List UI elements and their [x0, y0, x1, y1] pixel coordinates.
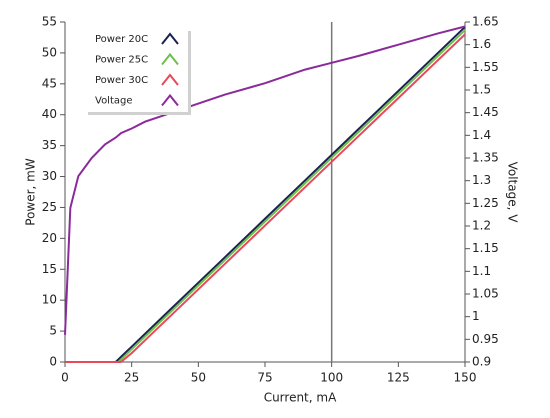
y2-tick-label: 1.5	[472, 83, 491, 97]
x-tick-label: 0	[61, 371, 69, 385]
y-tick-label: 55	[42, 15, 57, 29]
y2-tick-label: 0.95	[472, 332, 499, 346]
y2-tick-label: 0.9	[472, 355, 491, 369]
y-tick-label: 20	[42, 231, 57, 245]
y-tick-label: 0	[49, 355, 57, 369]
y-tick-label: 15	[42, 262, 57, 276]
y-tick-label: 30	[42, 169, 57, 183]
y-tick-label: 25	[42, 200, 57, 214]
x-tick-label: 75	[257, 371, 272, 385]
x-tick-label: 50	[191, 371, 206, 385]
y-axis-label: Power, mW	[24, 158, 38, 226]
y2-tick-label: 1.15	[472, 241, 499, 255]
y2-tick-label: 1.35	[472, 151, 499, 165]
legend-label: Power 20C	[95, 34, 148, 45]
legend-swatch	[161, 52, 179, 66]
x-tick-label: 25	[124, 371, 139, 385]
y2-tick-label: 1.55	[472, 60, 499, 74]
legend: Power 20C Power 25C Power 30C Voltage	[85, 28, 191, 115]
y2-tick-label: 1.2	[472, 219, 491, 233]
series-line	[64, 25, 466, 335]
y2-tick-label: 1.6	[472, 37, 491, 51]
y2-tick-label: 1.25	[472, 196, 499, 210]
y2-tick-label: 1.4	[472, 128, 491, 142]
y2-axis-label: Voltage, V	[506, 162, 520, 224]
legend-label: Power 30C	[95, 75, 148, 86]
y-tick-label: 45	[42, 76, 57, 90]
y-tick-label: 40	[42, 107, 57, 121]
y2-tick-label: 1.1	[472, 264, 491, 278]
legend-label: Power 25C	[95, 55, 148, 66]
y-tick-label: 50	[42, 45, 57, 59]
y-tick-label: 10	[42, 293, 57, 307]
y2-tick-label: 1.45	[472, 105, 499, 119]
y-tick-label: 5	[49, 324, 57, 338]
x-tick-label: 100	[320, 371, 343, 385]
y2-tick-label: 1.05	[472, 287, 499, 301]
legend-swatch	[161, 93, 179, 107]
series-line	[65, 33, 466, 363]
legend-label: Voltage	[95, 96, 133, 107]
y-tick-label: 35	[42, 138, 57, 152]
x-tick-label: 150	[454, 371, 477, 385]
y2-tick-label: 1	[472, 309, 480, 323]
legend-swatch	[161, 73, 179, 86]
legend-swatch	[161, 32, 179, 45]
x-axis-label: Current, mA	[264, 391, 337, 405]
y2-tick-label: 1.3	[472, 173, 491, 187]
y2-tick-label: 1.65	[472, 15, 499, 29]
x-tick-label: 125	[387, 371, 410, 385]
